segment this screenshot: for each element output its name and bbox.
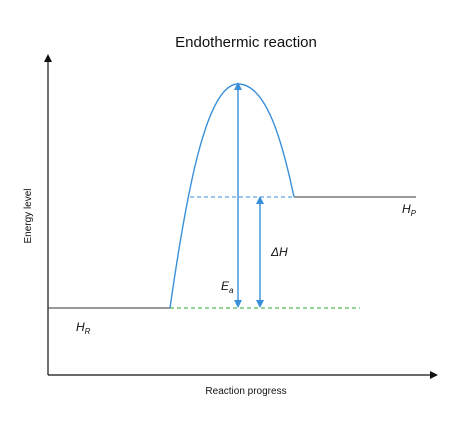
activation-energy-subscript: a — [229, 286, 234, 295]
y-axis-label: Energy level — [23, 188, 34, 243]
x-axis-label: Reaction progress — [205, 386, 286, 397]
diagram-title: Endothermic reaction — [175, 34, 317, 51]
product-subscript: P — [411, 209, 417, 218]
product-symbol: H — [402, 202, 411, 216]
reactant-symbol: H — [76, 320, 85, 334]
enthalpy-change-label: ΔH — [270, 245, 288, 259]
activation-energy-symbol: E — [221, 279, 230, 293]
reactant-subscript: R — [85, 327, 91, 336]
reactant-label: HR — [76, 320, 91, 336]
product-label: HP — [402, 202, 417, 218]
energy-curve — [169, 83, 295, 309]
activation-energy-label: Ea — [221, 279, 234, 295]
